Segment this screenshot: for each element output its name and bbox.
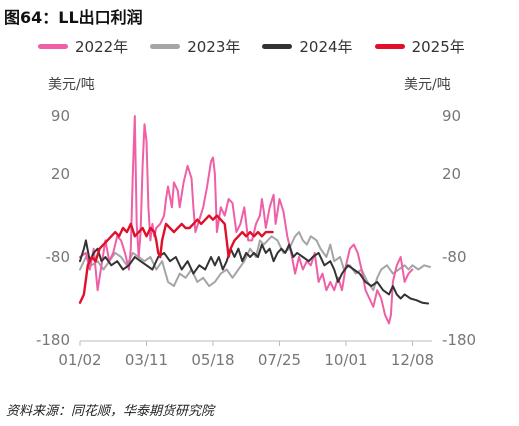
source-note: 资料来源：同花顺，华泰期货研究院 <box>6 404 215 419</box>
y-tick-label-right: 90 <box>442 107 461 125</box>
legend-item-2024: 2024年 <box>262 36 353 57</box>
legend-label-2024: 2024年 <box>299 38 353 56</box>
x-tick-label: 05/18 <box>191 351 234 369</box>
legend-item-2023: 2023年 <box>150 36 240 57</box>
x-tick-label: 10/01 <box>324 351 367 369</box>
legend-label-2025: 2025年 <box>411 38 465 56</box>
y-axis-unit-right: 美元/吨 <box>404 77 451 93</box>
x-tick-label: 07/25 <box>258 351 301 369</box>
legend-item-2022: 2022年 <box>38 36 128 57</box>
legend: 2022年 2023年 2024年 2025年 <box>38 36 465 57</box>
legend-swatch-2025 <box>374 44 405 49</box>
series-line-2022 <box>79 115 414 325</box>
legend-label-2023: 2023年 <box>187 38 241 56</box>
x-tick-label: 12/08 <box>391 351 434 369</box>
y-tick-label-left: 20 <box>51 165 70 183</box>
series-line-2024 <box>79 239 430 305</box>
x-tick-label: 03/11 <box>125 351 168 369</box>
x-tick-label: 01/02 <box>58 351 101 369</box>
legend-swatch-2024 <box>262 44 293 49</box>
y-tick-label-left: -180 <box>36 331 70 349</box>
y-tick-label-right: -180 <box>442 331 476 349</box>
y-tick-label-left: 90 <box>51 107 70 125</box>
legend-label-2022: 2022年 <box>75 38 129 56</box>
legend-item-2025: 2025年 <box>374 36 465 57</box>
legend-swatch-2022 <box>38 44 68 49</box>
series-line-2023 <box>79 231 431 292</box>
y-axis-unit-left: 美元/吨 <box>48 77 95 93</box>
y-tick-label-right: -80 <box>442 248 467 266</box>
chart-title: 图64：LL出口利润 <box>4 8 143 27</box>
y-tick-label-left: -80 <box>46 248 71 266</box>
series-line-2025 <box>78 214 274 304</box>
legend-swatch-2023 <box>150 44 181 49</box>
y-tick-label-right: 20 <box>442 165 461 183</box>
